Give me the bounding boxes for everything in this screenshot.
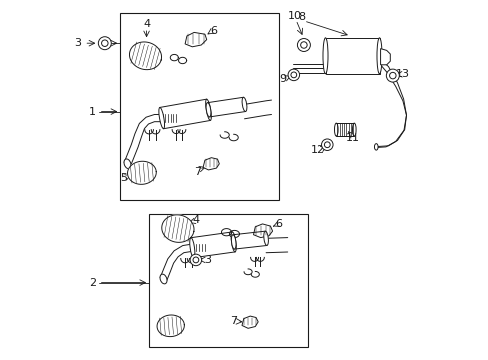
Text: 6: 6	[210, 26, 217, 36]
Polygon shape	[185, 32, 206, 47]
Polygon shape	[162, 215, 194, 242]
Text: 10: 10	[287, 11, 301, 21]
Polygon shape	[157, 315, 184, 337]
Circle shape	[190, 254, 201, 266]
Text: 7: 7	[230, 316, 237, 326]
Circle shape	[297, 39, 310, 51]
Polygon shape	[127, 161, 156, 184]
Polygon shape	[232, 231, 266, 249]
Polygon shape	[160, 99, 210, 129]
Ellipse shape	[322, 38, 327, 74]
Circle shape	[287, 69, 299, 81]
Circle shape	[290, 72, 296, 78]
Bar	[149, 214, 307, 347]
Text: 6: 6	[275, 219, 282, 229]
Text: 5: 5	[157, 322, 164, 332]
Text: 2: 2	[89, 278, 96, 288]
Ellipse shape	[263, 231, 268, 246]
Circle shape	[321, 139, 332, 150]
Text: 3: 3	[75, 38, 81, 48]
Text: 12: 12	[310, 145, 325, 155]
Polygon shape	[203, 158, 219, 170]
Ellipse shape	[159, 107, 164, 129]
Circle shape	[102, 40, 108, 46]
Text: 4: 4	[192, 215, 199, 225]
Ellipse shape	[160, 274, 167, 284]
Circle shape	[193, 257, 199, 263]
Polygon shape	[253, 224, 272, 238]
Polygon shape	[242, 316, 258, 328]
Ellipse shape	[205, 99, 211, 121]
Bar	[325, 38, 379, 74]
Circle shape	[98, 37, 111, 50]
Text: 11: 11	[345, 132, 359, 143]
Ellipse shape	[231, 232, 236, 252]
Polygon shape	[129, 42, 161, 70]
Text: 8: 8	[298, 12, 305, 22]
Circle shape	[389, 72, 395, 79]
Text: 3: 3	[204, 255, 211, 265]
Text: 7: 7	[194, 167, 201, 177]
Bar	[120, 13, 278, 200]
Circle shape	[300, 42, 306, 48]
Ellipse shape	[374, 144, 377, 150]
Polygon shape	[190, 232, 235, 258]
Polygon shape	[380, 49, 389, 65]
Ellipse shape	[124, 159, 131, 169]
Circle shape	[324, 142, 329, 148]
Ellipse shape	[334, 123, 337, 136]
Ellipse shape	[189, 238, 194, 258]
Ellipse shape	[352, 123, 355, 136]
Ellipse shape	[205, 103, 210, 117]
Polygon shape	[207, 97, 245, 117]
Text: 13: 13	[395, 69, 409, 79]
Circle shape	[386, 69, 399, 82]
Ellipse shape	[231, 235, 236, 249]
Ellipse shape	[242, 97, 246, 112]
Text: 4: 4	[142, 19, 150, 30]
Text: 1: 1	[89, 107, 96, 117]
Text: 9: 9	[279, 74, 286, 84]
Text: 5: 5	[120, 173, 127, 183]
Ellipse shape	[376, 38, 381, 74]
